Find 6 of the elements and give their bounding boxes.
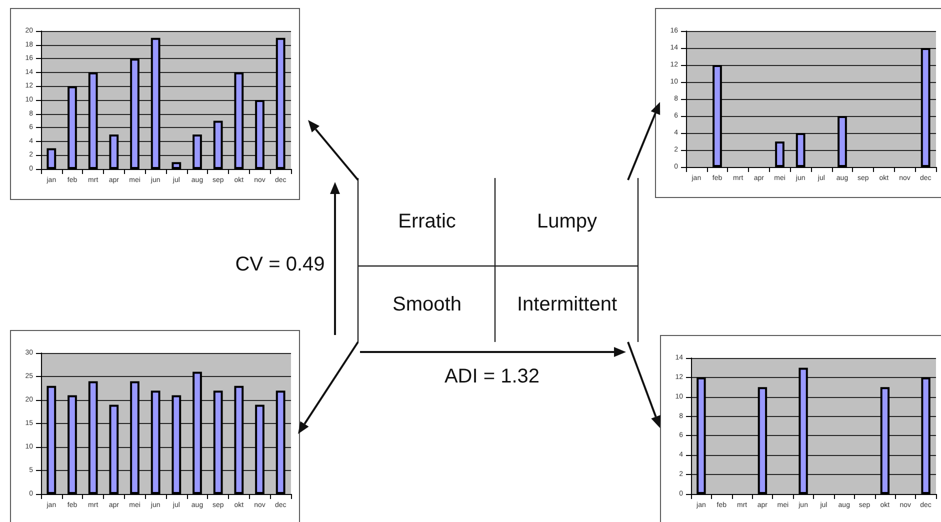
text: Lumpy bbox=[536, 210, 598, 234]
text: Smooth bbox=[392, 294, 462, 316]
text: Intermittent bbox=[516, 294, 618, 316]
text: CV = 0.49 bbox=[235, 254, 325, 276]
text: ADI = 1.32 bbox=[444, 366, 540, 388]
text: Erratic bbox=[398, 210, 456, 234]
